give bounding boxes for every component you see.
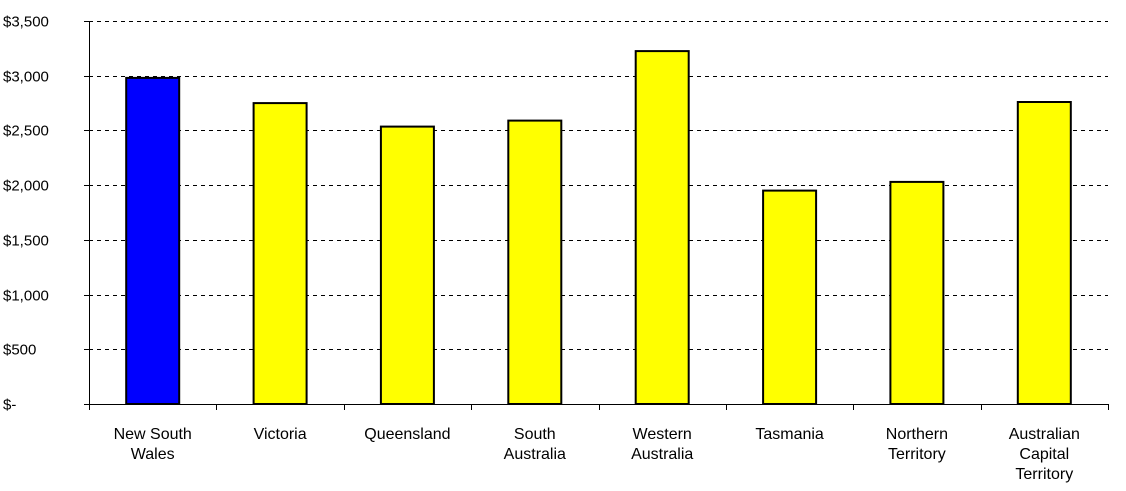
x-tick-label: Victoria xyxy=(254,426,307,443)
x-tick-label-line: Western xyxy=(633,426,692,443)
y-tick-label: $3,500 xyxy=(3,14,49,31)
y-tick-label: $2,000 xyxy=(3,178,49,195)
x-tick-label-line: New South xyxy=(114,426,192,443)
y-tick-label: $1,500 xyxy=(3,233,49,250)
bar-western-australia xyxy=(634,50,690,405)
bar-south-australia xyxy=(507,119,563,405)
x-tick-label-line: Australia xyxy=(504,446,566,463)
y-tick-label: $500 xyxy=(3,342,36,359)
y-tick-label: $- xyxy=(3,397,16,414)
bar-northern-territory xyxy=(889,180,945,405)
y-tick-label: $3,000 xyxy=(3,69,49,86)
bar-tasmania xyxy=(762,189,818,405)
y-tick-labels: $- $500 $1,000 $1,500 $2,000 $2,500 $3,000 $3,5… xyxy=(3,14,49,414)
bar-new-south-wales xyxy=(125,76,181,406)
y-tick-label: $2,500 xyxy=(3,123,49,140)
x-tick-label: Western Australia xyxy=(631,426,693,463)
x-tick-label: New South Wales xyxy=(114,426,192,463)
x-tick-label-line: Victoria xyxy=(254,426,307,443)
axes xyxy=(84,21,1109,410)
bars xyxy=(125,50,1072,406)
x-tick-label: Northern Territory xyxy=(886,426,948,463)
x-tick-label: Australian Capital Territory xyxy=(1009,426,1080,483)
bar-victoria xyxy=(252,102,308,405)
x-category-labels: New South Wales Victoria Queensland South Aus… xyxy=(114,426,1080,483)
x-tick-label-line: South xyxy=(514,426,556,443)
x-tick-label-line: Northern xyxy=(886,426,948,443)
bar-queensland xyxy=(379,125,435,405)
gridlines xyxy=(89,21,1108,350)
x-tick-label-line: Capital xyxy=(1019,446,1069,463)
x-tick-label: Tasmania xyxy=(755,426,824,443)
y-tick-label: $1,000 xyxy=(3,288,49,305)
x-tick-label-line: Wales xyxy=(131,446,175,463)
x-tick-label-line: Tasmania xyxy=(755,426,824,443)
x-tick-label-line: Australian xyxy=(1009,426,1080,443)
x-tick-label: Queensland xyxy=(364,426,450,443)
x-tick-label-line: Territory xyxy=(1015,466,1073,483)
x-tick-label-line: Territory xyxy=(888,446,946,463)
x-tick-label-line: Queensland xyxy=(364,426,450,443)
x-tick-label-line: Australia xyxy=(631,446,693,463)
x-tick-label: South Australia xyxy=(504,426,566,463)
bar-australian-capital-territory xyxy=(1016,101,1072,405)
